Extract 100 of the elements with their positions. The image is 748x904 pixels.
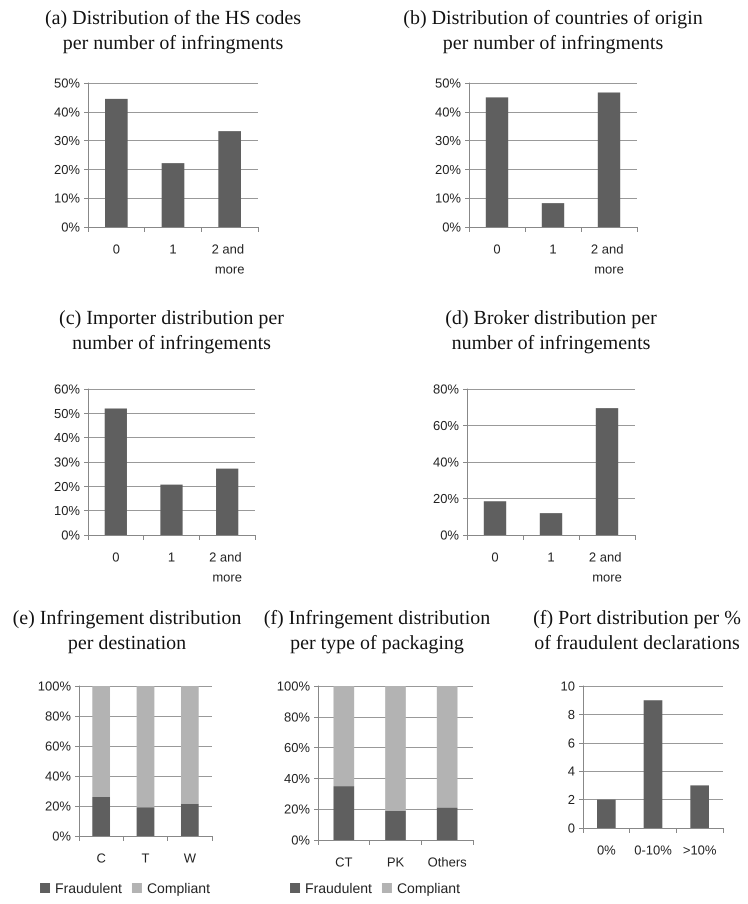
y-tick-label: 20% bbox=[432, 491, 460, 506]
bar bbox=[542, 203, 564, 227]
y-tick-label: 20% bbox=[44, 798, 72, 814]
y-tick-label: 0% bbox=[61, 528, 80, 542]
y-tick-label: 50% bbox=[54, 406, 80, 421]
x-tick-label: 1 bbox=[169, 242, 177, 256]
y-tick-label: 30% bbox=[434, 133, 462, 148]
bar bbox=[540, 513, 562, 535]
y-tick-label: 0 bbox=[568, 820, 575, 836]
x-tick-label: 0 bbox=[491, 550, 499, 564]
bar bbox=[180, 804, 199, 836]
y-tick-label: 10 bbox=[560, 678, 575, 694]
y-tick-label: 10% bbox=[54, 190, 80, 206]
bar bbox=[216, 468, 238, 535]
y-tick-label: 20% bbox=[54, 478, 80, 494]
x-tick-label: 2 and more bbox=[590, 242, 628, 276]
y-tick-label: 0% bbox=[61, 220, 80, 234]
y-tick-label: 10% bbox=[434, 190, 462, 206]
y-tick-label: 60% bbox=[432, 418, 460, 433]
legend-label: Fraudulent bbox=[55, 880, 122, 896]
chart-title: (a) Distribution of the HS codes per number of infringments bbox=[44, 6, 302, 56]
x-tick-label: C bbox=[96, 850, 106, 866]
y-tick-label: 2 bbox=[568, 792, 575, 808]
bar bbox=[385, 810, 406, 840]
y-tick-label: 80% bbox=[284, 709, 310, 724]
y-tick-label: 100% bbox=[38, 678, 72, 694]
y-tick-label: 6 bbox=[568, 735, 575, 750]
bar bbox=[334, 686, 354, 786]
bar bbox=[180, 686, 199, 804]
y-tick-label: 50% bbox=[434, 76, 462, 90]
x-tick-label: >10% bbox=[682, 842, 717, 858]
bar bbox=[644, 700, 662, 828]
x-tick-label: 2 and more bbox=[209, 550, 246, 584]
y-tick-label: 0% bbox=[440, 528, 460, 542]
x-tick-label: CT bbox=[335, 854, 353, 870]
y-tick-label: 0% bbox=[442, 220, 462, 234]
y-tick-label: 4 bbox=[568, 764, 575, 779]
x-tick-label: 0 bbox=[112, 242, 120, 256]
y-tick-label: 30% bbox=[54, 133, 80, 148]
x-tick-label: 2 and more bbox=[588, 550, 626, 584]
bar bbox=[436, 686, 458, 808]
y-tick-label: 40% bbox=[434, 104, 462, 120]
bar bbox=[436, 808, 458, 840]
bar bbox=[136, 686, 154, 808]
y-tick-label: 40% bbox=[432, 454, 460, 470]
bar bbox=[690, 785, 709, 828]
legend-label: Compliant bbox=[396, 880, 460, 896]
bar bbox=[385, 686, 406, 811]
y-tick-label: 40% bbox=[54, 430, 80, 446]
x-tick-label: 0% bbox=[596, 842, 616, 858]
y-tick-label: 60% bbox=[54, 382, 80, 396]
x-tick-label: 0-10% bbox=[634, 842, 672, 858]
y-tick-label: 80% bbox=[432, 382, 460, 396]
y-tick-label: 0% bbox=[52, 828, 72, 844]
bar bbox=[136, 808, 154, 836]
bar bbox=[92, 797, 110, 836]
legend-label: Compliant bbox=[146, 880, 210, 896]
bar bbox=[486, 97, 508, 227]
y-tick-label: 40% bbox=[44, 768, 72, 784]
bar bbox=[105, 98, 128, 227]
legend-label: Fraudulent bbox=[305, 880, 372, 896]
y-tick-label: 50% bbox=[54, 76, 80, 90]
y-tick-label: 20% bbox=[284, 802, 310, 817]
chart-title: (d) Broker distribution per number of infringements bbox=[444, 306, 658, 356]
y-tick-label: 0% bbox=[291, 832, 310, 848]
y-tick-label: 60% bbox=[44, 738, 72, 754]
x-tick-label: 0 bbox=[493, 242, 501, 256]
x-tick-label: 1 bbox=[547, 550, 555, 564]
bar bbox=[218, 131, 241, 227]
y-tick-label: 60% bbox=[284, 740, 310, 756]
chart-title: (f) Infringement distribution per type of packaging bbox=[262, 606, 492, 656]
bar bbox=[92, 686, 110, 797]
chart-title: (c) Importer distribution per number of infringements bbox=[58, 306, 285, 356]
y-tick-label: 40% bbox=[54, 104, 80, 120]
x-tick-label: 1 bbox=[549, 242, 557, 256]
bar bbox=[598, 92, 620, 227]
x-tick-label: 2 and more bbox=[212, 242, 248, 276]
x-tick-label: T bbox=[142, 850, 150, 866]
bar bbox=[334, 786, 354, 840]
x-tick-label: 0 bbox=[112, 550, 120, 564]
chart-title: (f) Port distribution per % of fraudulent declarations bbox=[532, 606, 742, 656]
bar bbox=[160, 484, 183, 535]
bar bbox=[162, 163, 184, 227]
y-tick-label: 10% bbox=[54, 503, 80, 518]
bar bbox=[484, 501, 506, 535]
x-tick-label: W bbox=[184, 850, 197, 866]
chart-title: (e) Infringement distribution per destination bbox=[12, 606, 242, 656]
y-tick-label: 40% bbox=[284, 770, 310, 786]
y-tick-label: 20% bbox=[54, 162, 80, 177]
y-tick-label: 100% bbox=[276, 678, 310, 694]
y-tick-label: 30% bbox=[54, 454, 80, 470]
bar bbox=[596, 408, 618, 535]
x-tick-label: Others bbox=[428, 854, 468, 870]
chart-title: (b) Distribution of countries of origin per number of infringments bbox=[402, 6, 704, 56]
bar bbox=[104, 408, 127, 535]
x-tick-label: PK bbox=[386, 854, 404, 870]
y-tick-label: 8 bbox=[568, 706, 575, 722]
bar bbox=[597, 800, 616, 828]
x-tick-label: 1 bbox=[168, 550, 176, 564]
y-tick-label: 20% bbox=[434, 162, 462, 177]
